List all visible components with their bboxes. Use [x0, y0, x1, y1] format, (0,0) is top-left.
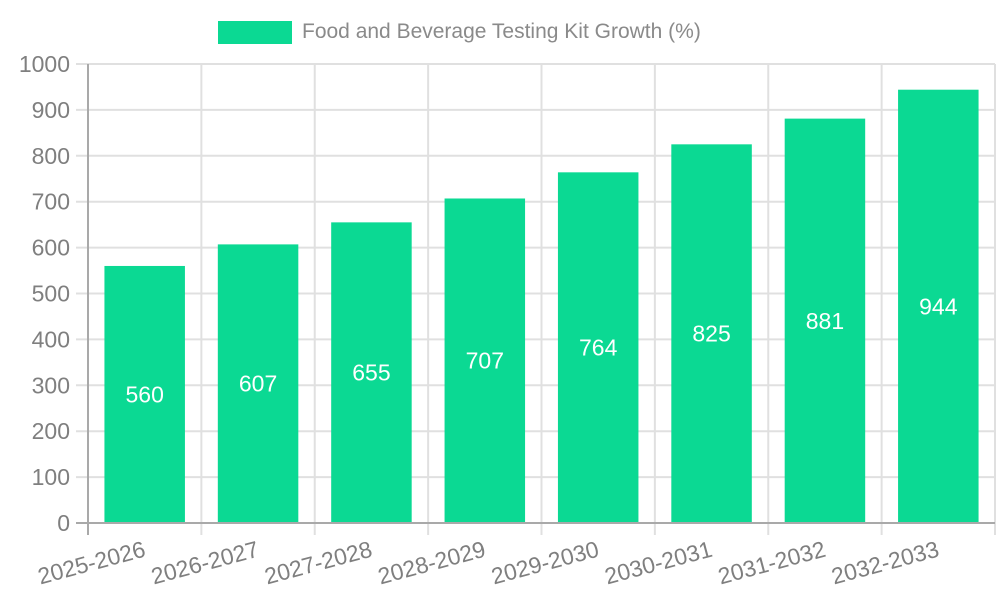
legend-label: Food and Beverage Testing Kit Growth (%) [302, 20, 701, 43]
x-tick-label: 2028-2029 [375, 536, 488, 590]
x-tick-label: 2026-2027 [148, 536, 261, 590]
bar-value-label: 764 [579, 335, 618, 361]
x-tick-label: 2029-2030 [489, 536, 602, 590]
legend-swatch [218, 20, 292, 44]
bar[interactable] [104, 265, 185, 523]
x-tick-label: 2030-2031 [602, 536, 715, 590]
y-tick-label: 600 [32, 235, 70, 261]
y-tick-label: 900 [32, 97, 70, 123]
bar-value-label: 825 [692, 321, 730, 347]
bar-value-label: 560 [126, 381, 164, 407]
bar[interactable] [444, 198, 526, 523]
y-tick-label: 100 [32, 464, 70, 490]
x-tick-label: 2025-2026 [35, 536, 148, 590]
y-tick-label: 0 [57, 510, 70, 536]
bar-value-label: 707 [466, 348, 504, 374]
bar-value-label: 607 [239, 371, 277, 397]
bar[interactable] [784, 118, 866, 523]
bar-value-label: 655 [352, 360, 390, 386]
y-tick-label: 700 [32, 189, 70, 215]
y-tick-label: 300 [32, 372, 70, 398]
legend-item[interactable]: Food and Beverage Testing Kit Growth (%) [218, 20, 701, 44]
y-tick-label: 1000 [19, 51, 70, 77]
y-tick-label: 500 [32, 281, 70, 307]
bar[interactable] [898, 89, 979, 523]
bar[interactable] [217, 244, 299, 523]
y-tick-label: 400 [32, 326, 70, 352]
y-tick-label: 800 [32, 143, 70, 169]
bar-value-label: 881 [806, 308, 844, 334]
x-tick-label: 2032-2033 [829, 536, 942, 590]
bar[interactable] [557, 172, 639, 523]
x-tick-label: 2027-2028 [262, 536, 375, 590]
bar-value-label: 944 [919, 293, 958, 319]
bar[interactable] [331, 222, 412, 524]
bar[interactable] [671, 144, 752, 523]
y-tick-label: 200 [32, 418, 70, 444]
x-tick-label: 2031-2032 [715, 536, 828, 590]
